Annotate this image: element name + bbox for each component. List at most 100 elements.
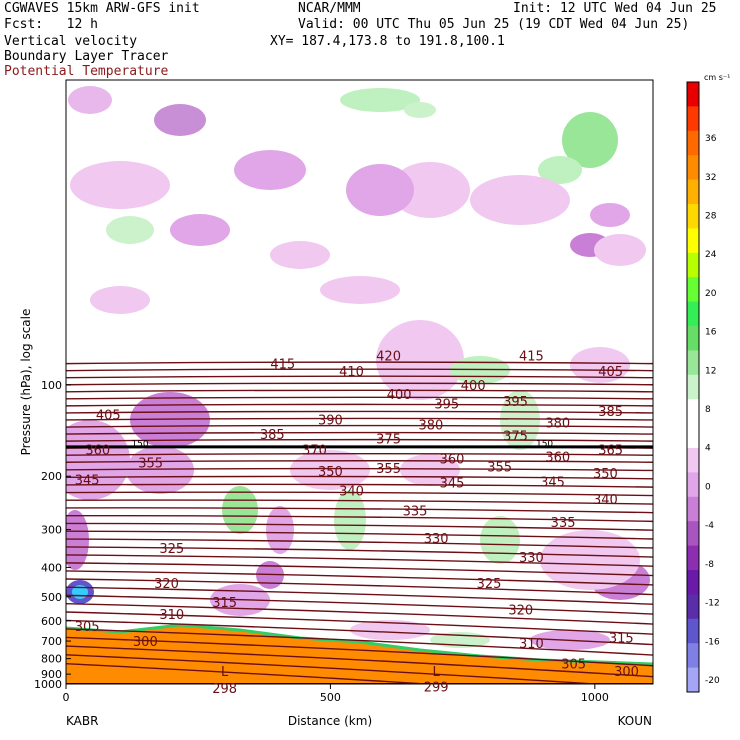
theta-label: 340: [593, 493, 618, 508]
theta-label: 415: [270, 358, 295, 373]
colorbar-swatch: [687, 350, 699, 376]
colorbar-label: 24: [705, 250, 717, 260]
theta-label: 315: [609, 631, 634, 646]
vv-blob-4: [562, 112, 618, 168]
colorbar-swatch: [687, 423, 699, 449]
theta-label: 350: [593, 467, 618, 482]
colorbar-label: -4: [705, 521, 714, 531]
vv-blob-16: [320, 276, 400, 304]
theta-label: 310: [159, 608, 184, 623]
theta-line-5: [66, 396, 653, 400]
theta-line-4: [66, 389, 653, 393]
theta-line-7: [66, 410, 653, 414]
theta-label: 355: [376, 462, 401, 477]
x-tick-label: 0: [63, 691, 70, 704]
colorbar-swatch: [687, 130, 699, 156]
theta-label: 315: [212, 596, 237, 611]
left-endpoint-label: KABR: [66, 714, 98, 728]
theta-line-19: [66, 499, 653, 505]
theta-label: 370: [302, 443, 327, 458]
theta-label: 390: [318, 414, 343, 429]
theta-label: 375: [376, 432, 401, 447]
theta-line-35: [66, 628, 653, 656]
theta-label: 360: [85, 443, 110, 458]
theta-label: 325: [159, 542, 184, 557]
valid-time: Valid: 00 UTC Thu 05 Jun 25 (19 CDT Wed …: [298, 17, 690, 32]
y-tick-label: 800: [41, 653, 62, 666]
theta-line-6: [66, 403, 653, 407]
terrain-fill: [66, 625, 653, 684]
colorbar-label: -20: [705, 676, 720, 686]
theta-label: 345: [440, 477, 465, 492]
y-tick-label: 700: [41, 635, 62, 648]
field-boundary-layer-tracer: Boundary Layer Tracer: [4, 49, 169, 64]
theta-line-15: [66, 467, 653, 472]
plot-frame: [65, 79, 654, 685]
theta-line-21: [66, 514, 653, 523]
theta-label: 298: [212, 682, 237, 697]
theta-line-38: [66, 654, 607, 684]
vv-blob-0: [68, 86, 112, 114]
theta-label: 385: [260, 428, 285, 443]
vv-blob-5: [538, 156, 582, 184]
colorbar-swatch: [687, 82, 699, 107]
colorbar-swatch: [687, 472, 699, 498]
theta-label: 385: [598, 405, 623, 420]
colorbar-swatch: [687, 521, 699, 547]
vv-blob-18: [90, 286, 150, 314]
colorbar-swatch: [687, 326, 699, 351]
vv-blob-17: [594, 234, 646, 266]
vv-blob-10: [346, 164, 414, 216]
theta-label: 365: [598, 443, 623, 458]
theta-line-2: [66, 375, 653, 379]
theta-label: 395: [503, 395, 528, 410]
theta-line-27: [66, 562, 653, 577]
colorbar-unit: cm s⁻¹: [704, 73, 730, 82]
theta-label: 405: [598, 365, 623, 380]
model-title: CGWAVES 15km ARW-GFS init: [4, 1, 200, 16]
colorbar-swatch: [687, 667, 699, 693]
theta-label: 400: [461, 379, 486, 394]
colorbar-label: 16: [705, 328, 717, 338]
vv-blob-11: [70, 161, 170, 209]
y-tick-label: 900: [41, 668, 62, 681]
field-potential-temperature: Potential Temperature: [4, 64, 169, 79]
theta-contours: [66, 361, 653, 684]
colorbar: 36 32 28 24 20 16 12 8 4 0 -4 -8 -12 -16 -20: [686, 81, 720, 693]
theta-line-26: [66, 554, 653, 567]
org-label: NCAR/MMM: [298, 1, 361, 16]
theta-label: 360: [545, 450, 570, 465]
theta-line-3: [66, 382, 653, 386]
theta-label: 310: [519, 637, 544, 652]
colorbar-label: -16: [705, 637, 720, 647]
theta-line-34: [66, 619, 653, 646]
theta-label: 330: [424, 532, 449, 547]
colorbar-label: 8: [705, 405, 711, 415]
colorbar-swatch: [687, 252, 699, 278]
theta-label: 395: [434, 397, 459, 412]
theta-line-16: [66, 475, 653, 480]
theta-line-37: [66, 645, 653, 678]
y-tick-label: 400: [41, 561, 62, 574]
vv-blob-38: [126, 446, 194, 494]
theta-label: 330: [519, 551, 544, 566]
colorbar-swatch: [687, 594, 699, 620]
theta-line-14: [66, 460, 653, 463]
tropopause-marker: 150: [131, 440, 148, 450]
theta-label: 380: [418, 418, 443, 433]
colorbar-swatch: [687, 618, 699, 644]
theta-line-33: [66, 611, 653, 635]
vv-blob-9: [390, 162, 470, 218]
colorbar-swatch: [687, 643, 699, 669]
colorbar-label: -12: [705, 599, 720, 609]
vv-blob-7: [470, 175, 570, 225]
colorbar-swatch: [687, 374, 699, 400]
theta-line-11: [66, 438, 653, 442]
x-tick-label: 1000: [581, 691, 609, 704]
theta-label: 299: [424, 681, 449, 696]
y-tick-label: 100: [41, 379, 62, 392]
vv-blob-28: [480, 516, 520, 564]
theta-line-29: [66, 578, 653, 596]
theta-label: 305: [561, 657, 586, 672]
theta-label: 375: [503, 430, 528, 445]
